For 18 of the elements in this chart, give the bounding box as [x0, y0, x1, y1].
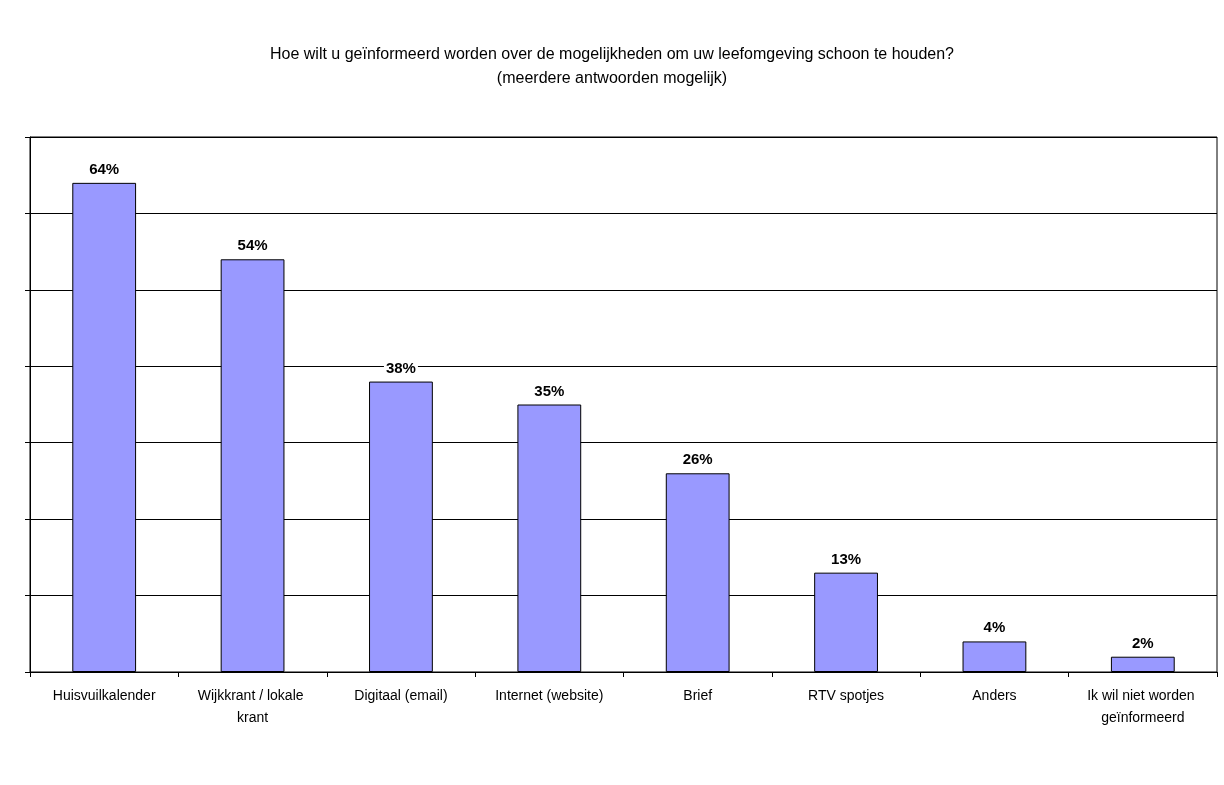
data-label: 2% [1131, 633, 1154, 651]
x-tick-label: Anders [972, 687, 1017, 703]
data-label: 35% [534, 381, 565, 399]
data-label: 4% [983, 618, 1006, 636]
x-tick-label: Wijkkrant / lokale krant [197, 687, 308, 725]
chart-title: Hoe wilt u geïnformeerd worden over de mogelijkheden om uw leefomgeving schoon te houden? [270, 44, 955, 62]
x-tick-label: Digitaal (email) [354, 687, 448, 703]
x-tick-label: Ik wil niet worden geïnformeerd [1087, 687, 1199, 725]
data-label: 54% [237, 236, 268, 254]
x-tick-label: Huisvuilkalender [52, 687, 156, 703]
x-tick-label: Brief [683, 687, 713, 703]
data-label: 64% [89, 159, 120, 177]
data-label: 38% [385, 358, 416, 376]
x-tick-label: RTV spotjes [808, 687, 885, 703]
data-label: 26% [682, 450, 713, 468]
chart-subtitle: (meerdere antwoorden mogelijk) [496, 68, 728, 86]
data-label: 13% [831, 549, 862, 567]
x-tick-label: Internet (website) [495, 687, 604, 703]
